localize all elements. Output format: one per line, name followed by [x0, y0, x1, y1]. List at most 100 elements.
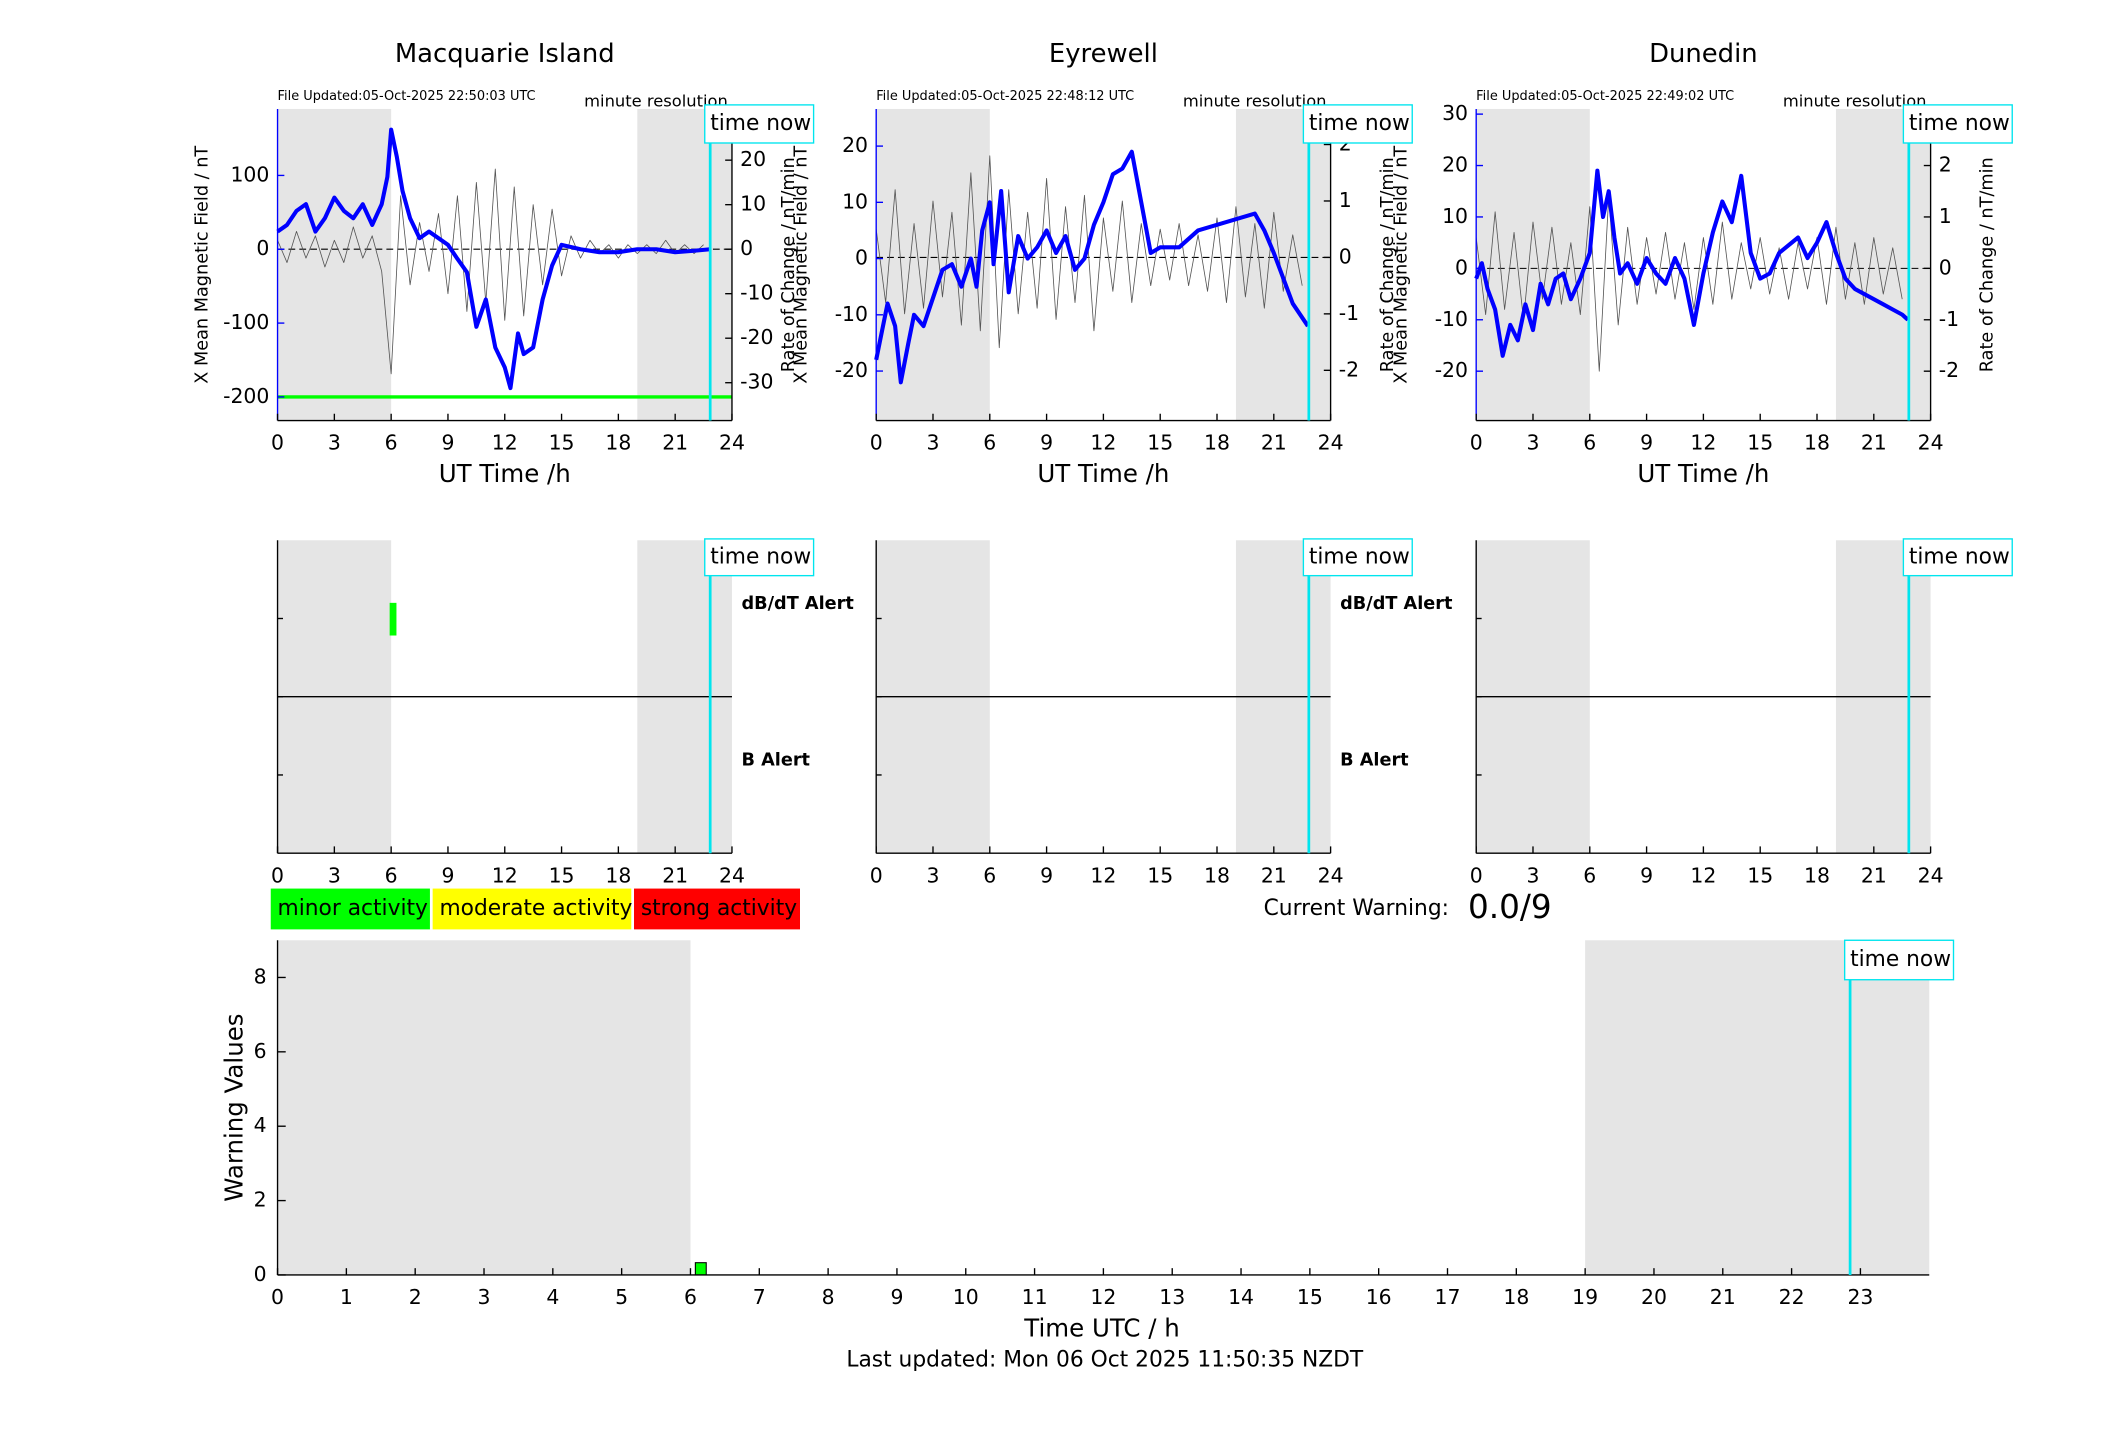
- resolution: minute resolution: [584, 92, 728, 111]
- x-tick-label: 18: [1503, 1285, 1529, 1309]
- night-shade: [1835, 108, 1931, 421]
- x-tick-label: 18: [605, 431, 631, 455]
- y2-axis-title: Rate of Change / nT/min: [1378, 157, 1398, 372]
- x-axis-title: Time UTC / h: [1023, 1313, 1179, 1342]
- x-tick-label: 6: [385, 431, 398, 455]
- x-tick-label: 6: [983, 863, 996, 887]
- x-tick-label: 24: [1318, 431, 1344, 455]
- file-updated: File Updated:05-Oct-2025 22:49:02 UTC: [1476, 89, 1734, 104]
- x-tick-label: 21: [1861, 863, 1887, 887]
- current-warning-label: Current Warning:: [1264, 896, 1449, 921]
- x-tick-label: 21: [662, 863, 688, 887]
- x-tick-label: 10: [953, 1285, 979, 1309]
- x-tick-label: 15: [1747, 431, 1773, 455]
- x-tick-label: 9: [890, 1285, 903, 1309]
- x-tick-label: 9: [1040, 863, 1053, 887]
- night-shade: [277, 108, 392, 421]
- x-tick-label: 3: [926, 863, 939, 887]
- y2-tick-label: -10: [740, 281, 773, 305]
- y-tick-label: 30: [1442, 101, 1468, 125]
- field-line: [874, 149, 1310, 385]
- x-tick-label: 5: [615, 1285, 628, 1309]
- x-tick-label: 3: [328, 863, 341, 887]
- y2-tick-label: -30: [740, 370, 773, 394]
- y-tick-label: 20: [1442, 153, 1468, 177]
- time-now-box: [1302, 104, 1413, 144]
- x-tick-label: 15: [1147, 431, 1173, 455]
- rate-line: [875, 155, 1303, 349]
- activity-box: [432, 888, 632, 930]
- y-tick-label: -20: [835, 358, 868, 382]
- footer: Last updated: Mon 06 Oct 2025 11:50:35 N…: [846, 1348, 1364, 1373]
- y-tick-label: 10: [1442, 204, 1468, 228]
- time-now-box: [1843, 939, 1955, 981]
- y-tick-label: -100: [223, 310, 269, 334]
- y2-tick-label: -1: [1939, 307, 1959, 331]
- file-updated: File Updated:05-Oct-2025 22:48:12 UTC: [876, 89, 1134, 104]
- y-tick-label: 4: [254, 1113, 267, 1137]
- x-tick-label: 18: [1204, 863, 1230, 887]
- x-tick-label: 0: [870, 431, 883, 455]
- x-tick-label: 3: [1526, 863, 1539, 887]
- y2-tick-label: 0: [1939, 255, 1952, 279]
- time-now-box: [704, 538, 815, 577]
- x-tick-label: 4: [546, 1285, 559, 1309]
- y2-tick-label: 2: [1939, 153, 1952, 177]
- x-tick-label: 9: [441, 431, 454, 455]
- y2-tick-label: 1: [1939, 204, 1952, 228]
- x-tick-label: 6: [1583, 431, 1596, 455]
- time-now-label: time now: [710, 544, 811, 569]
- x-tick-label: 3: [478, 1285, 491, 1309]
- night-shade: [1235, 108, 1331, 421]
- y-tick-label: 0: [256, 236, 269, 260]
- y-tick-label: -10: [1435, 307, 1468, 331]
- y2-tick-label: 0: [740, 236, 753, 260]
- x-tick-label: 24: [1918, 431, 1944, 455]
- y-axis-title: Warning Values: [219, 1013, 248, 1201]
- y-tick-label: -10: [835, 302, 868, 326]
- night-shade: [1476, 108, 1590, 421]
- night-shade: [637, 108, 732, 421]
- x-tick-label: 14: [1228, 1285, 1254, 1309]
- activity-box: [634, 888, 800, 930]
- x-tick-label: 21: [1861, 431, 1887, 455]
- panel-title: Dunedin: [1649, 39, 1758, 69]
- y-tick-label: 0: [1455, 255, 1468, 279]
- x-tick-label: 0: [870, 863, 883, 887]
- y-tick-label: 6: [254, 1039, 267, 1063]
- rate-line: [1475, 195, 1903, 372]
- panel-title: Macquarie Island: [395, 39, 615, 69]
- y2-tick-label: 0: [1339, 244, 1352, 268]
- resolution: minute resolution: [1183, 92, 1327, 111]
- activity-label: strong activity: [641, 896, 797, 921]
- y-tick-label: 8: [254, 964, 267, 988]
- time-now-label: time now: [1909, 111, 2010, 136]
- x-tick-label: 15: [1147, 863, 1173, 887]
- time-now-box: [704, 104, 815, 144]
- x-tick-label: 23: [1847, 1285, 1873, 1309]
- time-now-box: [1902, 538, 2013, 577]
- x-tick-label: 12: [1690, 863, 1716, 887]
- x-axis-title: UT Time /h: [1637, 459, 1769, 488]
- x-axis-title: UT Time /h: [1037, 459, 1169, 488]
- x-tick-label: 20: [1641, 1285, 1667, 1309]
- y-tick-label: 100: [230, 162, 269, 186]
- x-tick-label: 3: [1526, 431, 1539, 455]
- x-tick-label: 12: [1690, 431, 1716, 455]
- y-tick-label: -200: [223, 384, 269, 408]
- dbdt-label: dB/dT Alert: [1340, 594, 1453, 614]
- y2-tick-label: -2: [1939, 358, 1959, 382]
- y-axis-title: X Mean Magnetic Field / nT: [193, 146, 213, 384]
- x-tick-label: 15: [549, 431, 575, 455]
- x-tick-label: 12: [1090, 1285, 1116, 1309]
- y-tick-label: 20: [842, 133, 868, 157]
- b-label: B Alert: [1340, 751, 1409, 771]
- x-tick-label: 21: [1261, 863, 1287, 887]
- x-tick-label: 12: [1090, 431, 1116, 455]
- x-tick-label: 6: [684, 1285, 697, 1309]
- x-tick-label: 6: [1583, 863, 1596, 887]
- x-tick-label: 21: [1261, 431, 1287, 455]
- activity-label: moderate activity: [439, 896, 632, 921]
- dbdt-label: dB/dT Alert: [741, 594, 854, 614]
- field-line: [276, 127, 711, 391]
